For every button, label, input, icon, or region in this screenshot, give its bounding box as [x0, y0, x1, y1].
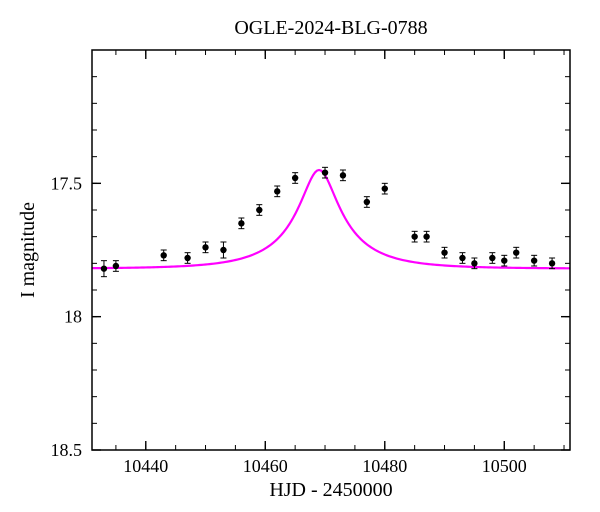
data-point	[202, 244, 208, 250]
data-point	[256, 207, 262, 213]
data-point	[184, 255, 190, 261]
data-point	[101, 265, 107, 271]
data-point	[274, 188, 280, 194]
x-axis-label: HJD - 2450000	[269, 479, 392, 501]
data-point	[113, 263, 119, 269]
data-point	[292, 175, 298, 181]
chart-svg: 10440 10460 10480 10500 17.5 18 18.5 HJD - 2450…	[0, 0, 600, 512]
data-point	[364, 199, 370, 205]
chart-title: OGLE-2024-BLG-0788	[234, 17, 427, 39]
lightcurve-chart: 10440 10460 10480 10500 17.5 18 18.5 HJD - 2450…	[0, 0, 600, 512]
data-point	[531, 257, 537, 263]
data-point	[501, 257, 507, 263]
data-point	[411, 233, 417, 239]
x-tick-label: 10460	[243, 456, 288, 476]
x-tick-label: 10500	[482, 456, 527, 476]
data-point	[549, 260, 555, 266]
data-point	[161, 252, 167, 258]
data-point	[423, 233, 429, 239]
y-tick-label: 18.5	[51, 440, 83, 460]
data-point	[322, 169, 328, 175]
data-point	[471, 260, 477, 266]
data-point	[513, 249, 519, 255]
x-tick-label: 10440	[123, 456, 168, 476]
x-tick-label: 10480	[362, 456, 407, 476]
data-point	[441, 249, 447, 255]
data-point	[382, 185, 388, 191]
y-tick-label: 17.5	[51, 173, 83, 193]
data-point	[238, 220, 244, 226]
data-point	[459, 255, 465, 261]
data-point	[489, 255, 495, 261]
y-axis-label: I magnitude	[17, 202, 39, 298]
y-tick-label: 18	[64, 307, 82, 327]
data-point	[340, 172, 346, 178]
data-point	[220, 247, 226, 253]
